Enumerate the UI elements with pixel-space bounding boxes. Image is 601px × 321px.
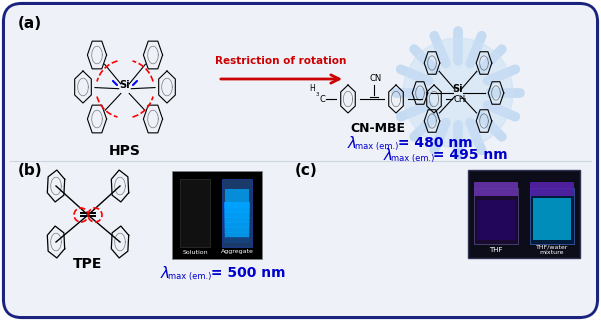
Bar <box>224 202 250 208</box>
Text: 3: 3 <box>463 98 466 103</box>
Bar <box>530 188 574 244</box>
Bar <box>477 200 515 240</box>
Bar <box>222 179 252 247</box>
Circle shape <box>403 38 513 148</box>
Text: Aggregate: Aggregate <box>221 249 254 255</box>
Bar <box>225 189 249 237</box>
Text: Si: Si <box>120 80 130 90</box>
Bar <box>224 232 250 238</box>
Text: (c): (c) <box>295 163 318 178</box>
Text: HPS: HPS <box>109 144 141 158</box>
Text: TPE: TPE <box>73 257 103 271</box>
Bar <box>474 188 518 244</box>
FancyBboxPatch shape <box>5 5 596 316</box>
Bar <box>180 179 210 247</box>
FancyBboxPatch shape <box>4 4 597 317</box>
Bar <box>224 222 250 228</box>
Text: THF: THF <box>489 247 503 253</box>
Text: CN-MBE: CN-MBE <box>350 122 405 134</box>
Bar <box>530 182 574 196</box>
Text: CH: CH <box>453 94 465 103</box>
Text: Restriction of rotation: Restriction of rotation <box>215 56 347 66</box>
Text: C: C <box>320 94 326 103</box>
Text: = 495 nm: = 495 nm <box>428 148 508 162</box>
Text: $\lambda$: $\lambda$ <box>383 147 393 163</box>
Text: (b): (b) <box>18 163 43 178</box>
Text: Solution: Solution <box>182 249 208 255</box>
Bar <box>533 198 571 240</box>
Text: max (em.): max (em.) <box>168 273 212 282</box>
Text: = 500 nm: = 500 nm <box>206 266 285 280</box>
Text: max (em.): max (em.) <box>355 143 398 152</box>
Text: max (em.): max (em.) <box>391 154 435 163</box>
Text: 3: 3 <box>316 92 320 97</box>
Bar <box>224 212 250 218</box>
Bar <box>468 170 580 258</box>
Text: $\lambda$: $\lambda$ <box>160 265 170 281</box>
Text: = 480 nm: = 480 nm <box>393 136 472 150</box>
Bar <box>224 207 250 213</box>
Bar <box>224 237 250 243</box>
Text: THF/water
mixture: THF/water mixture <box>536 245 568 256</box>
Bar <box>474 182 518 196</box>
Text: H: H <box>309 84 315 93</box>
Text: CN: CN <box>370 74 382 83</box>
Bar <box>224 217 250 223</box>
Text: $\lambda$: $\lambda$ <box>347 135 357 151</box>
Bar <box>172 171 262 259</box>
Bar <box>224 227 250 233</box>
Text: Si: Si <box>453 84 463 94</box>
Text: (a): (a) <box>18 16 42 31</box>
